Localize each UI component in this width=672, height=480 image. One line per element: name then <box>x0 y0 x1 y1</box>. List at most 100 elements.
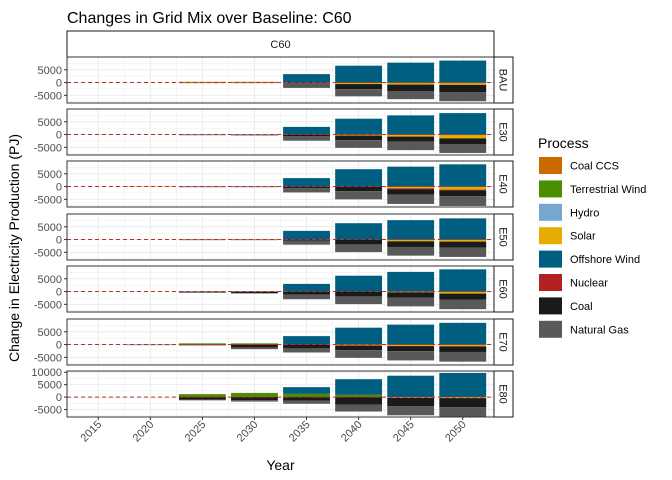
row-strip <box>493 108 514 156</box>
row-strip-label: E80 <box>497 384 509 404</box>
legend-label-terrestrial-wind: Terrestrial Wind <box>570 184 646 196</box>
legend: Process Coal CCS Terrestrial Wind Hydro Sol… <box>538 135 646 338</box>
legend-swatch-hydro <box>539 203 562 221</box>
bar-natural-gas-2045 <box>387 194 435 204</box>
legend-swatch-solar <box>539 227 562 245</box>
bar-natural-gas-2040 <box>335 244 383 253</box>
bar-natural-gas-2045 <box>387 246 435 256</box>
bar-coal-2025 <box>178 397 226 400</box>
bar-natural-gas-2050 <box>439 144 487 153</box>
legend-label-offshore-wind: Offshore Wind <box>570 254 640 266</box>
bar-solar-2050 <box>439 292 487 294</box>
y-tick-label: 5000 <box>38 380 62 392</box>
bar-solar-2045 <box>387 240 435 242</box>
bar-terrestrial-wind-2030 <box>231 392 278 398</box>
bar-coal-2050 <box>439 398 487 408</box>
bar-coal-ccs-2030 <box>231 343 278 345</box>
x-tick-label: 2025 <box>183 419 209 445</box>
bar-coal-2050 <box>439 84 487 93</box>
legend-swatch-offshore-wind <box>539 250 562 268</box>
x-tick-label: 2040 <box>339 419 365 445</box>
bar-solar-2050 <box>439 83 487 85</box>
bar-solar-2040 <box>335 134 383 136</box>
bar-solar-2050 <box>439 240 487 242</box>
bar-offshore-wind-2050 <box>439 372 487 398</box>
bar-terrestrial-wind-2040 <box>335 82 383 84</box>
bar-coal-2030 <box>231 397 278 401</box>
bar-offshore-wind-2050 <box>439 113 487 135</box>
bar-natural-gas-2035 <box>283 188 330 193</box>
legend-label-nuclear: Nuclear <box>570 278 608 290</box>
bar-natural-gas-2040 <box>335 191 383 200</box>
y-tick-label: 5000 <box>38 274 62 286</box>
bar-nuclear-2045 <box>387 188 435 190</box>
bar-solar-2045 <box>387 135 435 137</box>
bar-coal-2045 <box>387 397 435 407</box>
column-strip-label: C60 <box>270 39 290 51</box>
bar-natural-gas-2020 <box>126 344 174 346</box>
bar-coal-2025 <box>178 291 226 293</box>
bar-coal-2040 <box>335 135 383 141</box>
bar-offshore-wind-2045 <box>387 115 435 135</box>
row-strip-label: E70 <box>497 332 509 352</box>
row-strip-label: E50 <box>497 227 509 247</box>
row-strip <box>493 213 514 261</box>
y-tick-label: 0 <box>56 392 62 404</box>
column-strip <box>66 30 495 58</box>
y-tick-label: 0 <box>56 78 62 90</box>
bar-natural-gas-2030 <box>231 239 278 241</box>
bar-offshore-wind-2045 <box>387 166 435 187</box>
bar-coal-2045 <box>387 189 435 195</box>
bar-offshore-wind-2035 <box>283 178 330 187</box>
bar-natural-gas-2040 <box>335 89 383 97</box>
bar-natural-gas-2035 <box>283 240 330 245</box>
bar-coal-2045 <box>387 292 435 298</box>
bar-coal-2035 <box>283 239 330 241</box>
facet-panels: BAU-500005000E30-500005000E40-500005000E… <box>31 56 514 418</box>
bar-natural-gas-2030 <box>231 82 278 84</box>
bar-coal-2045 <box>387 346 435 352</box>
bar-natural-gas-2035 <box>283 136 330 141</box>
x-tick-label: 2045 <box>391 419 417 445</box>
legend-label-coal-ccs: Coal CCS <box>570 161 619 173</box>
row-strip <box>493 318 514 366</box>
bar-coal-2030 <box>231 134 278 136</box>
bar-solar-2030 <box>231 81 278 83</box>
bar-terrestrial-wind-2040 <box>335 394 383 398</box>
bar-solar-2040 <box>335 344 383 346</box>
row-strip-label: BAU <box>497 69 509 92</box>
bar-offshore-wind-2050 <box>439 60 487 83</box>
bar-natural-gas-2050 <box>439 407 487 417</box>
bar-coal-2040 <box>335 186 383 192</box>
bar-solar-2050 <box>439 345 487 347</box>
bar-coal-2050 <box>439 293 487 300</box>
legend-label-hydro: Hydro <box>570 207 599 219</box>
y-tick-label: 5000 <box>38 327 62 339</box>
y-tick-label: 10000 <box>31 367 62 379</box>
bar-offshore-wind-2040 <box>335 65 383 83</box>
y-tick-label: -5000 <box>34 299 62 311</box>
bar-coal-2030 <box>231 344 278 348</box>
y-tick-label: -5000 <box>34 142 62 154</box>
bar-coal-2040 <box>335 239 383 245</box>
bar-terrestrial-wind-2030 <box>231 343 278 344</box>
legend-swatch-natural-gas <box>539 320 562 338</box>
bar-natural-gas-2025 <box>178 399 226 401</box>
bar-natural-gas-2050 <box>439 196 487 206</box>
legend-label-coal: Coal <box>570 301 593 313</box>
bar-solar-2050 <box>439 135 487 139</box>
bar-offshore-wind-2040 <box>335 223 383 240</box>
y-tick-label: -5000 <box>34 352 62 364</box>
bar-offshore-wind-2040 <box>335 275 383 292</box>
bars-e50 <box>178 218 487 257</box>
bar-terrestrial-wind-2025 <box>178 394 226 398</box>
bars-e40 <box>126 164 487 206</box>
bar-coal-2040 <box>335 397 383 405</box>
bar-coal-2030 <box>231 291 278 294</box>
bar-offshore-wind-2045 <box>387 62 435 83</box>
bar-natural-gas-2045 <box>387 406 435 416</box>
